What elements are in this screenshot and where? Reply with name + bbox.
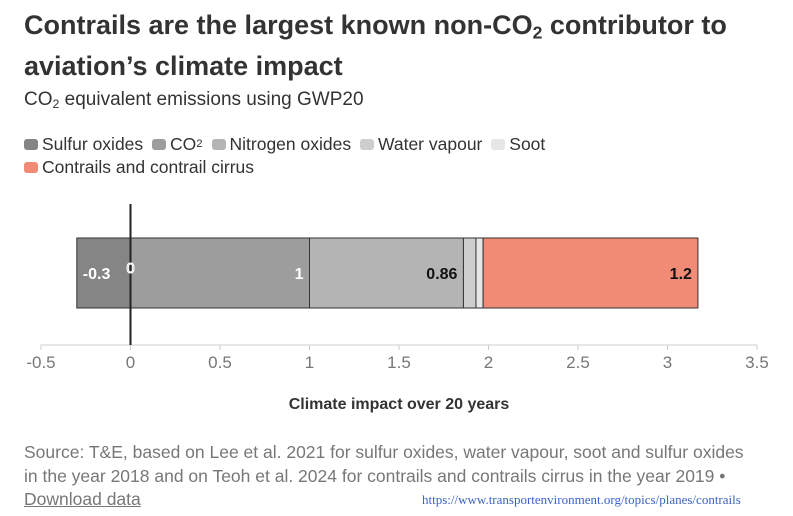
download-data-link[interactable]: Download data	[24, 489, 141, 509]
subtitle-subscript: 2	[52, 97, 60, 112]
x-tick-label: 1.5	[387, 353, 411, 372]
legend-item-soot: Soot	[491, 133, 545, 156]
legend-swatch	[211, 139, 226, 150]
legend-item-water-vapour: Water vapour	[359, 133, 483, 156]
legend-label: Soot	[509, 134, 546, 154]
legend-label: CO	[170, 134, 197, 154]
legend-label: Sulfur oxides	[42, 134, 144, 154]
bar-segment	[482, 237, 699, 309]
x-tick-label: 2	[484, 353, 493, 372]
legend-label: Contrails and contrail cirrus	[42, 157, 255, 177]
legend-swatch	[152, 139, 167, 150]
stacked-bar-chart: -0.5 0 0.5 1 1.5 2 2.5 3 3.5 -0.3 1 0.86 1.2 0 Climate…	[26, 204, 769, 413]
legend-label: Nitrogen oxides	[229, 134, 352, 154]
subtitle-text: CO	[24, 89, 53, 110]
legend-item-nitrogen-oxides: Nitrogen oxides	[211, 133, 352, 156]
legend-item-co2: CO 2	[152, 133, 203, 156]
source-note: Source: T&E, based on Lee et al. 2021 fo…	[24, 441, 754, 512]
bar-data-label: 0.86	[426, 266, 457, 283]
legend-swatch	[24, 162, 38, 173]
source-text: Source: T&E, based on Lee et al. 2021 fo…	[24, 442, 744, 486]
x-tick-label: -0.5	[26, 353, 55, 372]
legend-swatch	[491, 139, 506, 150]
legend-label: Water vapour	[377, 134, 483, 154]
bar-data-label: -0.3	[83, 266, 111, 283]
chart-subtitle: CO2 equivalent emissions using GWP20	[24, 88, 364, 116]
title-text: Contrails are the largest known non-CO	[24, 10, 533, 40]
bar-segment	[475, 237, 484, 309]
source-url[interactable]: https://www.transportenvironment.org/top…	[422, 492, 741, 507]
x-tick-label: 2.5	[566, 353, 590, 372]
legend-swatch	[359, 139, 374, 150]
x-tick-label: 1	[305, 353, 314, 372]
x-tick-label: 0.5	[208, 353, 232, 372]
legend-label-subscript: 2	[196, 138, 203, 150]
legend-row-2: Contrails and contrail cirrus	[24, 156, 724, 179]
bar-segment	[462, 237, 477, 309]
bar-data-label: 1.2	[670, 266, 692, 283]
legend-item-contrails: Contrails and contrail cirrus	[24, 156, 254, 179]
legend-row-1: Sulfur oxides CO 2 Nitrogen oxides Water …	[24, 133, 724, 156]
bar-segment	[76, 237, 132, 309]
bar-data-label: 1	[295, 266, 304, 283]
title-subscript: 2	[532, 22, 543, 43]
bar-segment	[309, 237, 464, 309]
x-tick-label: 0	[126, 353, 135, 372]
title-text-end: contributor to aviation’s climate impact	[24, 10, 727, 82]
x-tick-label: 3	[663, 353, 672, 372]
legend: Sulfur oxides CO 2 Nitrogen oxides Water …	[24, 133, 724, 179]
x-axis-title: Climate impact over 20 years	[289, 396, 510, 413]
subtitle-text-end: equivalent emissions using GWP20	[59, 89, 364, 110]
legend-item-sulfur-oxides: Sulfur oxides	[24, 133, 143, 156]
legend-swatch	[24, 139, 38, 150]
bar-segment	[130, 237, 310, 309]
zero-value-label: 0	[126, 260, 134, 277]
chart-title: Contrails are the largest known non-CO2 …	[24, 8, 774, 83]
x-tick-label: 3.5	[745, 353, 769, 372]
